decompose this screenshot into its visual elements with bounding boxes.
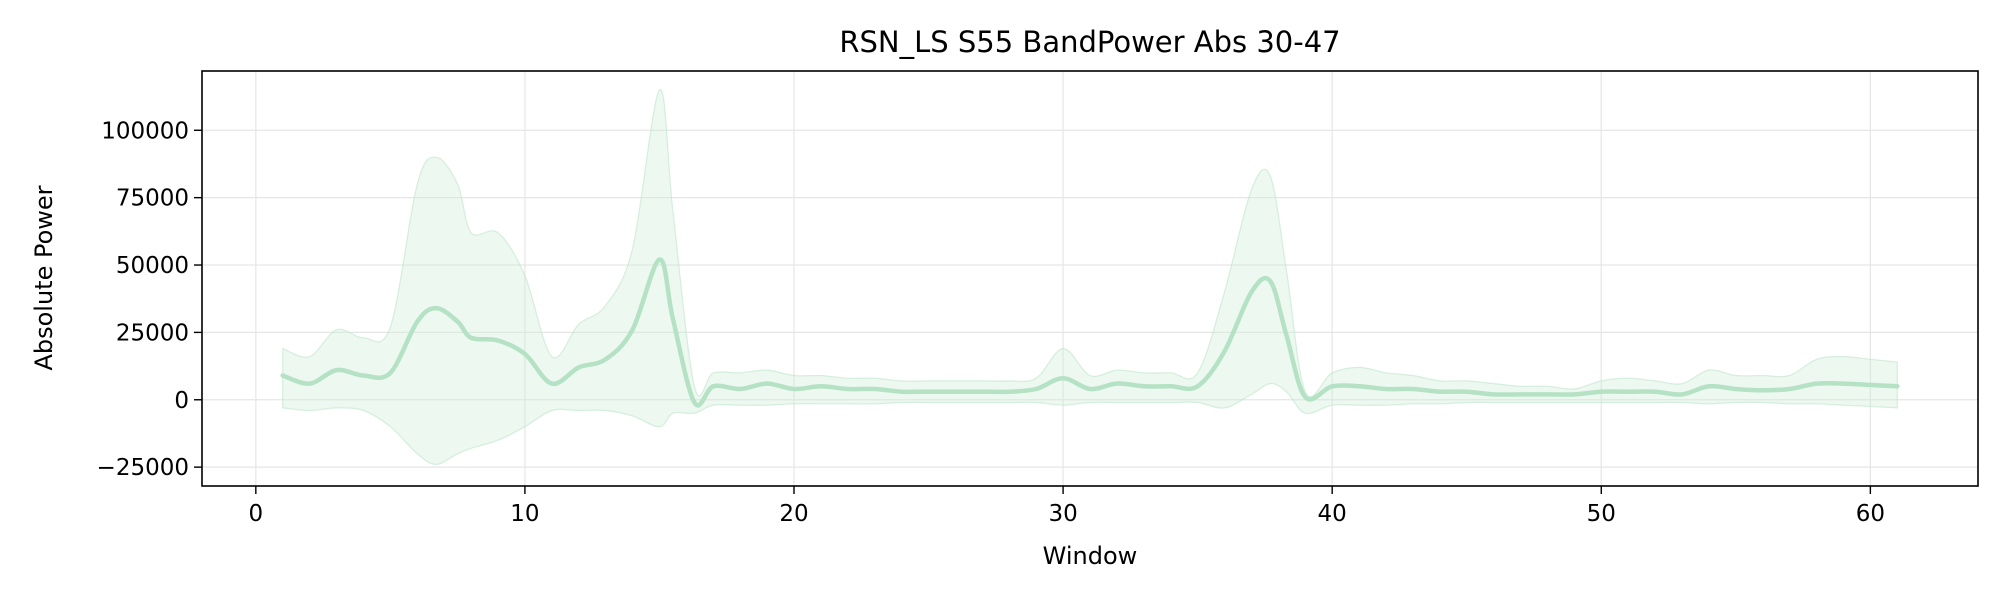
y-axis-label: Absolute Power [30, 185, 58, 370]
x-tick-label: 20 [779, 501, 808, 527]
y-tick-label: −25000 [97, 455, 189, 481]
plot-frame [201, 70, 1979, 487]
x-tick-label: 30 [1048, 501, 1077, 527]
x-tick-label: 40 [1318, 501, 1347, 527]
chart-title: RSN_LS S55 BandPower Abs 30-47 [839, 25, 1340, 59]
x-axis-ticks: 0 10 20 30 40 50 60 [248, 486, 1885, 527]
x-tick-label: 10 [510, 501, 539, 527]
x-tick-label: 0 [248, 501, 263, 527]
y-tick-label: 0 [174, 388, 189, 414]
y-axis-ticks: −25000 0 25000 50000 75000 100000 [97, 118, 202, 481]
y-tick-label: 50000 [116, 253, 189, 279]
line-layer [280, 257, 1900, 408]
x-tick-label: 60 [1856, 501, 1885, 527]
x-tick-label: 50 [1587, 501, 1616, 527]
y-tick-label: 25000 [116, 320, 189, 346]
y-tick-label: 100000 [101, 118, 189, 144]
x-axis-label: Window [1043, 542, 1138, 570]
series-line [280, 257, 1900, 408]
y-tick-label: 75000 [116, 186, 189, 212]
grid-layer [202, 71, 1978, 486]
